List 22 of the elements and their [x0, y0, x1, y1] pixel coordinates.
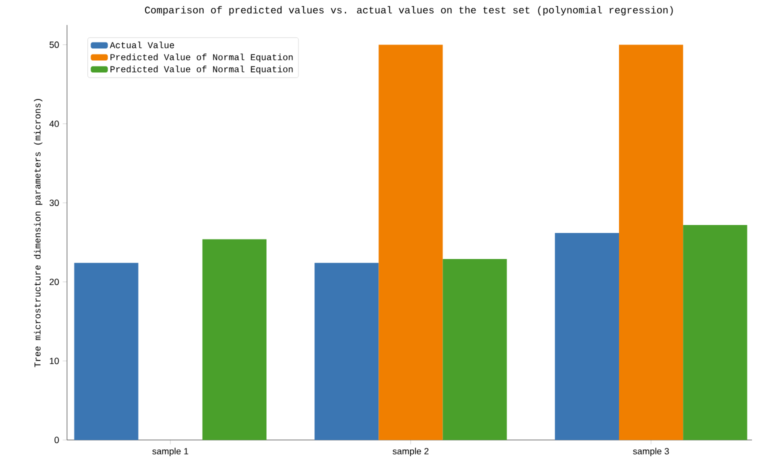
x-tick-label: sample 2 — [392, 448, 428, 456]
y-tick-label: 30 — [50, 200, 59, 206]
bar — [314, 262, 379, 440]
bar — [378, 44, 443, 440]
y-tick-label: 0 — [54, 436, 59, 444]
x-tick-label: sample 1 — [152, 448, 188, 456]
y-tick-label: 40 — [49, 120, 59, 127]
y-axis-title: Tree microstructure dimension parameters (microns) — [34, 99, 42, 368]
bar — [202, 239, 266, 440]
bar — [74, 262, 138, 440]
bar — [619, 44, 684, 440]
y-tick-label: 10 — [50, 358, 59, 364]
legend-label: Predicted Value of Normal Equation — [110, 66, 293, 74]
legend-label: Predicted Value of Normal Equation — [110, 54, 293, 62]
bar — [442, 258, 507, 440]
bar — [683, 224, 748, 440]
y-tick-label: 20 — [50, 278, 59, 286]
x-tick-label: sample 3 — [633, 448, 669, 456]
bar — [554, 232, 620, 440]
legend-label: Actual Value — [110, 42, 174, 48]
y-tick-label: 50 — [50, 42, 59, 48]
chart-title: Comparison of predicted values vs. actual values on the test set (polynomial regression) — [145, 6, 673, 16]
